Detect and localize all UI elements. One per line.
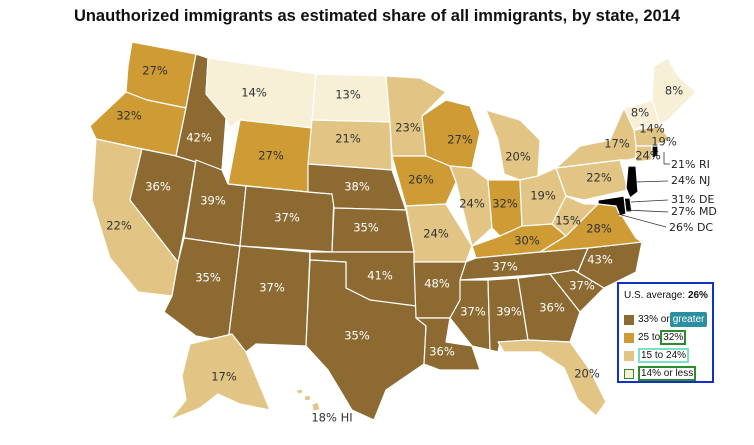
- label-FL: 20%: [574, 367, 600, 381]
- legend-item-highlight: 32%: [660, 330, 687, 345]
- label-WA: 27%: [142, 64, 168, 78]
- label-MT: 14%: [241, 86, 267, 100]
- state-LA: [415, 317, 481, 371]
- label-CA: 22%: [106, 219, 132, 233]
- label-VT: 8%: [631, 106, 649, 120]
- label-GA: 36%: [539, 301, 565, 315]
- label-NV: 36%: [145, 180, 171, 194]
- label-SD: 21%: [335, 132, 361, 146]
- callout-line-MD: [625, 209, 669, 213]
- label-CO: 37%: [274, 211, 300, 225]
- legend-average: U.S. average: 26%: [624, 290, 708, 301]
- legend-swatch-dark: [624, 314, 634, 325]
- label-WY: 27%: [258, 149, 284, 163]
- state-NM: [227, 245, 311, 353]
- legend-average-label: U.S. average:: [624, 290, 686, 301]
- label-NY: 17%: [604, 137, 630, 151]
- label-IN: 32%: [492, 197, 518, 211]
- legend-item-15-to-24: 15 to 24%: [624, 348, 690, 363]
- label-HI: 18% HI: [311, 411, 352, 425]
- label-OK: 41%: [367, 269, 393, 283]
- label-AL: 39%: [496, 305, 522, 319]
- state-AK: [169, 333, 271, 421]
- legend-average-value: 26%: [687, 290, 708, 301]
- state-WI: [421, 99, 481, 169]
- callout-DE: 31% DE: [671, 193, 714, 206]
- label-ND: 13%: [335, 88, 361, 102]
- label-ID: 42%: [186, 131, 212, 145]
- state-FL: [497, 339, 607, 417]
- legend-swatch-lightest: [624, 368, 634, 379]
- label-AZ: 35%: [195, 271, 221, 285]
- state-RI: [651, 145, 659, 159]
- label-KS: 35%: [353, 221, 379, 235]
- legend-swatch-medium: [624, 332, 634, 343]
- legend-item-14-or-less: 14% or less: [624, 366, 697, 381]
- callout-line-DE: [630, 199, 669, 203]
- label-NE: 38%: [344, 180, 370, 194]
- legend-item-text: 33% or: [638, 314, 670, 325]
- label-OR: 32%: [116, 109, 142, 123]
- label-KY: 30%: [514, 234, 540, 248]
- label-UT: 39%: [200, 194, 226, 208]
- callout-line-NJ: [635, 180, 669, 183]
- map-title: Unauthorized immigrants as estimated sha…: [73, 7, 681, 25]
- state-HI: [295, 388, 321, 412]
- state-NJ: [625, 165, 639, 199]
- callout-MD: 27% MD: [671, 205, 717, 218]
- map-legend: U.S. average: 26% 33% or greater 25 to 3…: [617, 282, 714, 383]
- callout-NJ: 24% NJ: [671, 174, 710, 187]
- label-SC: 37%: [569, 279, 595, 293]
- state-MA: [633, 125, 671, 147]
- state-CT: [635, 145, 653, 163]
- label-ME: 8%: [665, 84, 683, 98]
- label-MN: 23%: [395, 121, 421, 135]
- label-MS: 37%: [460, 305, 486, 319]
- legend-item-25-to-32: 25 to 32%: [624, 330, 687, 345]
- label-MO: 24%: [423, 227, 449, 241]
- legend-item-highlight: 14% or less: [638, 366, 697, 381]
- label-VA: 28%: [586, 222, 612, 236]
- label-IA: 26%: [408, 173, 434, 187]
- legend-item-text: 25 to: [638, 332, 661, 343]
- label-PA: 22%: [586, 171, 612, 185]
- label-WI: 27%: [447, 133, 473, 147]
- label-TN: 37%: [492, 260, 518, 274]
- legend-item-highlight: 15 to 24%: [638, 348, 690, 363]
- label-NH: 14%: [639, 122, 665, 136]
- label-MA: 19%: [651, 135, 677, 149]
- callout-DC: 26% DC: [669, 221, 713, 234]
- callout-RI: 21% RI: [671, 158, 710, 171]
- state-ME: [651, 57, 697, 125]
- label-MI: 20%: [505, 150, 531, 164]
- legend-swatch-light: [624, 350, 634, 361]
- label-IL: 24%: [459, 197, 485, 211]
- callout-line-DC: [617, 213, 667, 228]
- label-WV: 15%: [555, 214, 581, 228]
- label-AR: 48%: [424, 277, 450, 291]
- label-NM: 37%: [259, 281, 285, 295]
- state-GA: [517, 273, 581, 343]
- state-MD: [597, 195, 627, 217]
- label-CT: 24%: [635, 149, 661, 163]
- label-NC: 43%: [587, 253, 613, 267]
- label-LA: 36%: [429, 345, 455, 359]
- label-TX: 35%: [344, 329, 370, 343]
- state-MI: [485, 109, 541, 181]
- legend-item-33-or-greater: 33% or greater: [624, 312, 708, 327]
- legend-item-highlight: greater: [669, 312, 708, 327]
- label-AK: 17%: [211, 370, 237, 384]
- label-OH: 19%: [530, 189, 556, 203]
